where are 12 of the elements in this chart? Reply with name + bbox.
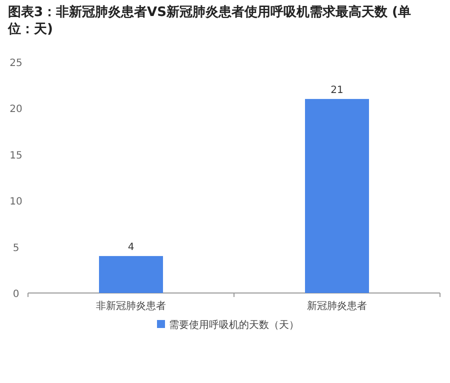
x-tick-label: 非新冠肺炎患者 — [96, 300, 166, 312]
y-tick-label: 0 — [12, 289, 20, 300]
y-tick-label: 15 — [10, 150, 22, 162]
y-tick-label: 25 — [10, 58, 22, 69]
data-label: 4 — [128, 242, 134, 254]
x-tick-label: 新冠肺炎患者 — [307, 300, 367, 312]
chart-title: 图表3：非新冠肺炎患者VS新冠肺炎患者使用呼吸机需求最高天数 (单位：天) — [8, 4, 412, 38]
y-tick-label: 10 — [10, 196, 22, 208]
legend-label: 需要使用呼吸机的天数（天） — [169, 319, 299, 331]
data-label: 21 — [330, 84, 344, 96]
y-tick-label: 5 — [12, 242, 20, 254]
y-tick-label: 20 — [10, 104, 22, 116]
